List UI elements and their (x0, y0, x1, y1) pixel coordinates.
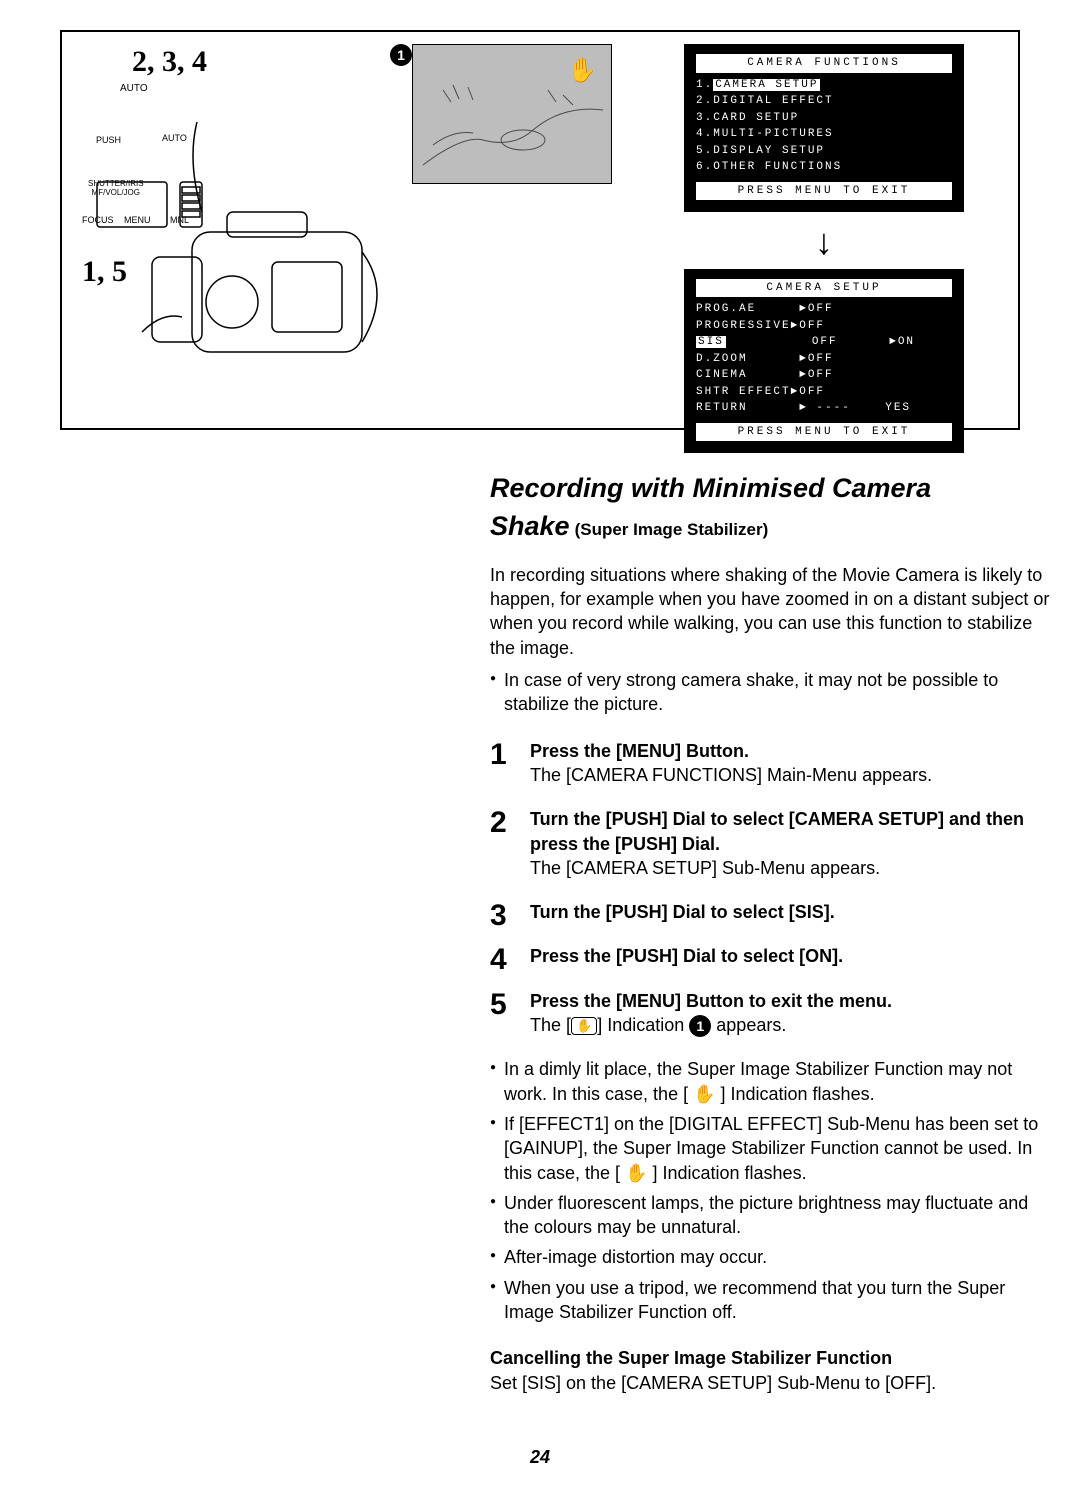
step-head: Press the [MENU] Button to exit the menu… (530, 989, 1050, 1013)
menu2-footer: PRESS MENU TO EXIT (696, 423, 952, 442)
lcd-column: 1 ✋ (412, 32, 632, 428)
label-menu: MENU (124, 214, 151, 226)
step-item: Turn the [PUSH] Dial to select [CAMERA S… (490, 807, 1050, 880)
label-push: PUSH (96, 134, 121, 146)
menu1-item: 1.CAMERA SETUP (696, 77, 952, 94)
intro-bullets: In case of very strong camera shake, it … (490, 668, 1050, 717)
heading-paren: (Super Image Stabilizer) (575, 520, 769, 539)
note-item: In a dimly lit place, the Super Image St… (490, 1057, 1050, 1106)
note-item: After-image distortion may occur. (490, 1245, 1050, 1269)
step-head: Turn the [PUSH] Dial to select [SIS]. (530, 900, 1050, 924)
cancel-heading: Cancelling the Super Image Stabilizer Fu… (490, 1346, 1050, 1370)
step-item: Press the [MENU] Button to exit the menu… (490, 989, 1050, 1038)
note-item: Under fluorescent lamps, the picture bri… (490, 1191, 1050, 1240)
step-item: Press the [PUSH] Dial to select [ON]. (490, 944, 1050, 968)
label-auto-top: AUTO (120, 82, 148, 96)
menu2-row: PROG.AE ►OFF (696, 301, 952, 318)
step-head: Press the [MENU] Button. (530, 739, 1050, 763)
menu-camera-functions: CAMERA FUNCTIONS 1.CAMERA SETUP2.DIGITAL… (684, 44, 964, 212)
label-auto-side: AUTO (162, 132, 187, 144)
notes-list: In a dimly lit place, the Super Image St… (490, 1057, 1050, 1324)
menu-column: CAMERA FUNCTIONS 1.CAMERA SETUP2.DIGITAL… (632, 32, 1018, 428)
step-sub: The [CAMERA SETUP] Sub-Menu appears. (530, 856, 1050, 880)
step-sub: The [CAMERA FUNCTIONS] Main-Menu appears… (530, 763, 1050, 787)
menu2-row: PROGRESSIVE►OFF (696, 318, 952, 335)
lcd-scene (413, 45, 613, 185)
menu2-row: D.ZOOM ►OFF (696, 351, 952, 368)
camcorder-svg (82, 92, 402, 402)
step-head: Turn the [PUSH] Dial to select [CAMERA S… (530, 807, 1050, 856)
body-text: Recording with Minimised Camera Shake (S… (490, 470, 1050, 1395)
marker-1: 1 (390, 44, 412, 66)
label-mnl: MNL (170, 214, 189, 226)
menu1-item: 6.OTHER FUNCTIONS (696, 159, 952, 176)
sis-icon: ✋ (571, 1017, 597, 1035)
heading-line1: Recording with Minimised Camera (490, 470, 1050, 506)
steps-list: Press the [MENU] Button.The [CAMERA FUNC… (490, 739, 1050, 1038)
menu1-footer: PRESS MENU TO EXIT (696, 182, 952, 201)
menu2-row: SHTR EFFECT►OFF (696, 384, 952, 401)
menu1-item: 3.CARD SETUP (696, 110, 952, 127)
camcorder-diagram: 2, 3, 4 1, 5 (62, 32, 412, 428)
label-focus: FOCUS (82, 214, 114, 226)
menu2-title: CAMERA SETUP (696, 279, 952, 298)
menu2-row: RETURN ► ---- YES (696, 400, 952, 417)
page-number: 24 (60, 1445, 1020, 1469)
menu2-row: CINEMA ►OFF (696, 367, 952, 384)
step-sub: The [✋] Indication 1 appears. (530, 1013, 1050, 1037)
intro-bullet: In case of very strong camera shake, it … (490, 668, 1050, 717)
ref-circle: 1 (689, 1015, 711, 1037)
step-item: Turn the [PUSH] Dial to select [SIS]. (490, 900, 1050, 924)
step-item: Press the [MENU] Button.The [CAMERA FUNC… (490, 739, 1050, 788)
menu1-item: 2.DIGITAL EFFECT (696, 93, 952, 110)
heading-line2: Shake (490, 511, 570, 541)
figure-panel: 2, 3, 4 1, 5 (60, 30, 1020, 430)
lcd-preview: ✋ (412, 44, 612, 184)
label-shutter: SHUTTER/IRIS MF/VOL/JOG (88, 180, 144, 198)
menu2-rows: PROG.AE ►OFFPROGRESSIVE►OFFSIS OFF ►OND.… (696, 301, 952, 417)
menu1-item: 5.DISPLAY SETUP (696, 143, 952, 160)
intro-paragraph: In recording situations where shaking of… (490, 563, 1050, 660)
menu1-title: CAMERA FUNCTIONS (696, 54, 952, 73)
down-arrow-icon: ↓ (815, 218, 833, 267)
menu1-item: 4.MULTI-PICTURES (696, 126, 952, 143)
step-head: Press the [PUSH] Dial to select [ON]. (530, 944, 1050, 968)
label-234: 2, 3, 4 (132, 42, 207, 83)
menu-camera-setup: CAMERA SETUP PROG.AE ►OFFPROGRESSIVE►OFF… (684, 269, 964, 454)
cancel-body: Set [SIS] on the [CAMERA SETUP] Sub-Menu… (490, 1371, 1050, 1395)
note-item: If [EFFECT1] on the [DIGITAL EFFECT] Sub… (490, 1112, 1050, 1185)
menu1-items: 1.CAMERA SETUP2.DIGITAL EFFECT3.CARD SET… (696, 77, 952, 176)
menu2-row: SIS OFF ►ON (696, 334, 952, 351)
note-item: When you use a tripod, we recommend that… (490, 1276, 1050, 1325)
